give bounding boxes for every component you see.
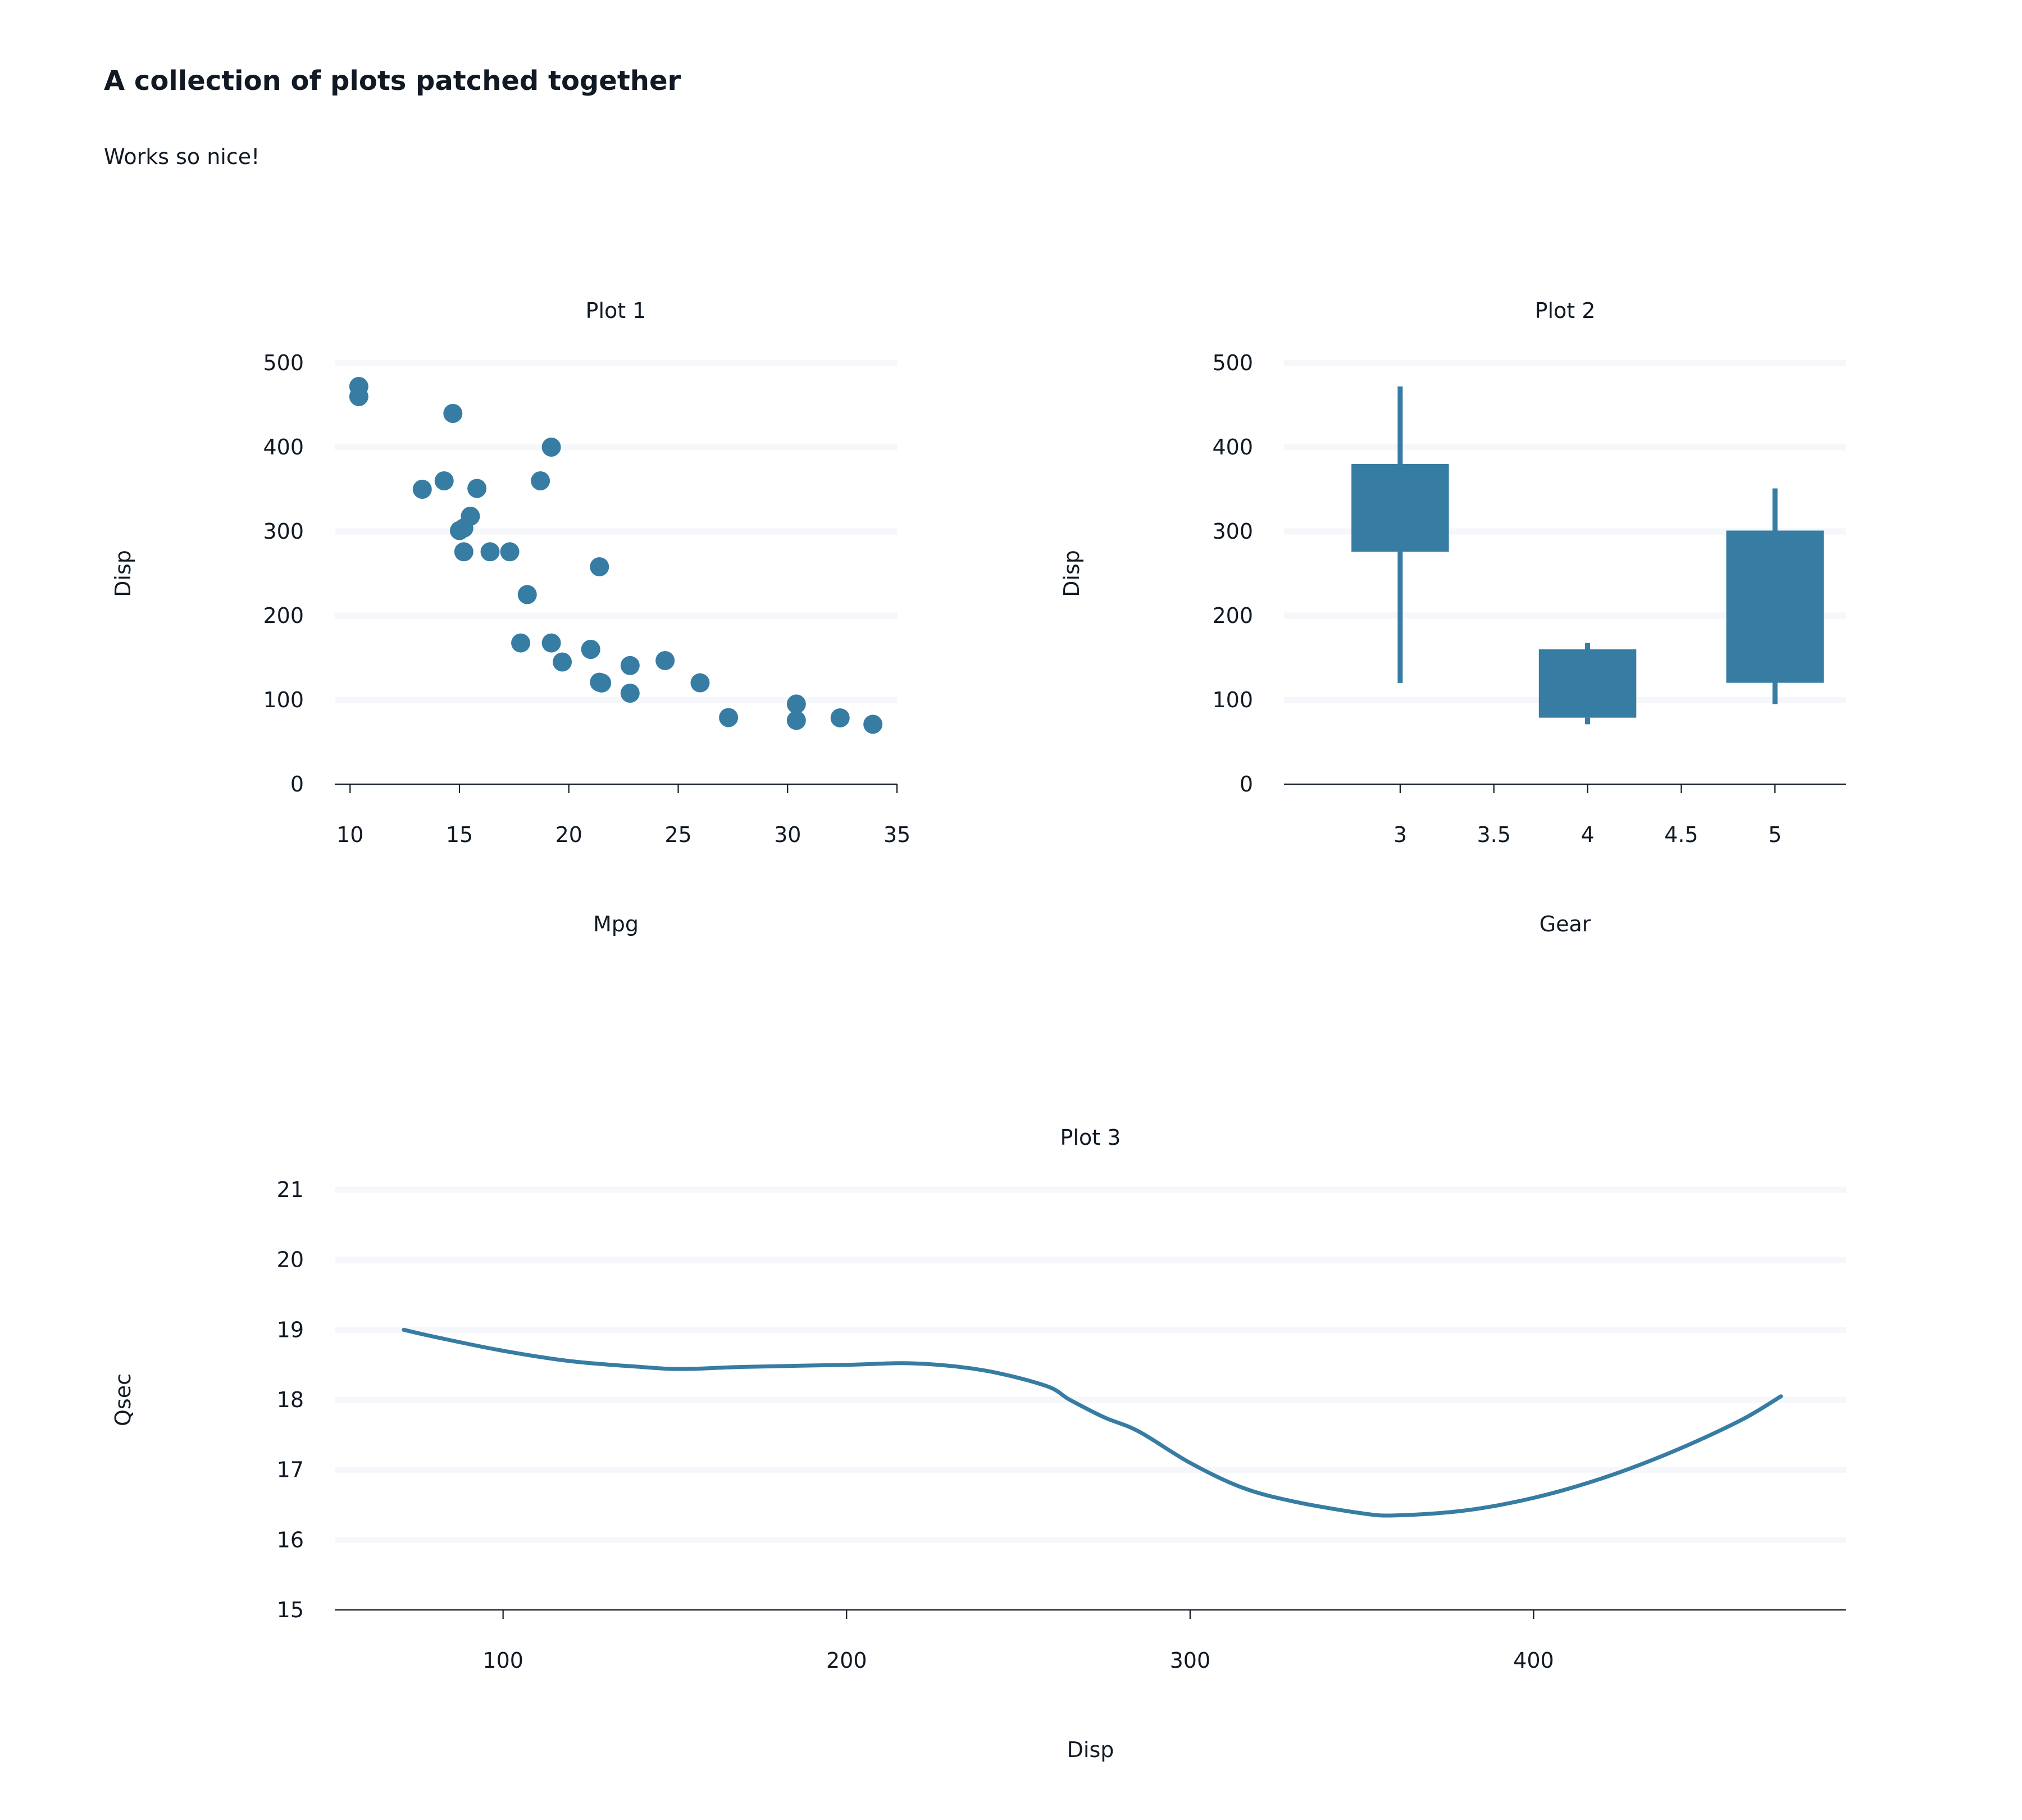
scatter-point <box>786 711 806 730</box>
scatter-point <box>786 694 806 714</box>
plot-title: Plot 3 <box>1060 1125 1121 1150</box>
scatter-point <box>511 633 531 653</box>
x-tick-label: 35 <box>884 822 910 847</box>
x-axis-label: Gear <box>1540 912 1591 936</box>
x-tick-label: 100 <box>482 1648 523 1673</box>
x-tick-label: 3 <box>1393 822 1407 847</box>
scatter-point <box>450 521 470 540</box>
y-tick-label: 0 <box>290 772 304 797</box>
scatter-point <box>620 684 640 703</box>
scatter-point <box>443 404 463 423</box>
scatter-point <box>620 656 640 675</box>
y-tick-label: 500 <box>263 351 304 375</box>
y-tick-label: 18 <box>277 1387 304 1412</box>
y-tick-label: 20 <box>277 1248 304 1272</box>
y-tick-label: 200 <box>263 603 304 628</box>
x-tick-label: 3.5 <box>1477 822 1510 847</box>
x-tick-label: 4 <box>1581 822 1594 847</box>
figure-subtitle: Works so nice! <box>104 144 259 169</box>
scatter-point <box>581 640 600 659</box>
x-tick-label: 30 <box>774 822 801 847</box>
y-axis-label: Disp <box>111 550 135 597</box>
scatter-point <box>349 387 368 406</box>
y-tick-label: 300 <box>263 519 304 544</box>
series-line <box>402 1327 1783 1518</box>
scatter-point <box>541 633 561 653</box>
x-axis-label: Disp <box>1067 1737 1114 1762</box>
scatter-point <box>531 471 550 490</box>
y-tick-label: 500 <box>1212 351 1253 375</box>
y-axis-label: Qsec <box>111 1373 135 1426</box>
scatter-point <box>553 652 572 672</box>
scatter-point <box>719 708 739 727</box>
x-axis-label: Mpg <box>593 912 639 936</box>
plot-3-panel: 15 16 17 18 19 20 21 100 200 300 400 Plot 3 Disp Qsec <box>111 1125 1846 1762</box>
box-body <box>1351 464 1449 552</box>
x-tick-label: 300 <box>1170 1648 1211 1673</box>
scatter-point <box>690 673 710 693</box>
scatter-point <box>480 542 500 562</box>
x-tick-label: 400 <box>1513 1648 1554 1673</box>
y-tick-label: 21 <box>277 1177 304 1202</box>
box-body <box>1538 649 1637 718</box>
x-tick-label: 25 <box>664 822 691 847</box>
scatter-point <box>467 479 487 498</box>
y-tick-label: 400 <box>263 435 304 459</box>
x-tick-label: 4.5 <box>1664 822 1698 847</box>
y-tick-label: 100 <box>263 688 304 712</box>
y-tick-label: 19 <box>277 1317 304 1342</box>
scatter-point <box>863 715 883 734</box>
plot-2-panel: 0 100 200 300 400 500 3 3.5 4 4.5 5 Plot 2 Gear Disp <box>1059 298 1846 936</box>
y-tick-label: 16 <box>277 1527 304 1552</box>
y-tick-label: 200 <box>1212 603 1253 628</box>
figure-title: A collection of plots patched together <box>104 65 681 97</box>
scatter-point <box>590 557 609 576</box>
x-tick-label: 10 <box>336 822 363 847</box>
y-tick-label: 100 <box>1212 688 1253 712</box>
y-tick-label: 15 <box>277 1598 304 1622</box>
y-tick-label: 0 <box>1240 772 1253 797</box>
y-axis-label: Disp <box>1059 550 1084 597</box>
plot-title: Plot 1 <box>586 298 646 323</box>
scatter-point <box>412 480 432 499</box>
scatter-point <box>500 542 520 562</box>
x-tick-label: 15 <box>446 822 473 847</box>
scatter-point <box>517 585 537 604</box>
plot-title: Plot 2 <box>1535 298 1596 323</box>
x-tick-label: 200 <box>826 1648 867 1673</box>
scatter-point <box>590 672 609 692</box>
y-tick-label: 400 <box>1212 435 1253 459</box>
scatter-point <box>830 708 850 727</box>
x-tick-label: 5 <box>1768 822 1782 847</box>
box-body <box>1726 530 1824 683</box>
scatter-point <box>655 650 675 670</box>
scatter-point <box>454 542 473 562</box>
x-tick-label: 20 <box>555 822 582 847</box>
scatter-point <box>434 471 454 490</box>
y-tick-label: 17 <box>277 1458 304 1482</box>
plot-1-panel: 0 100 200 300 400 500 10 15 20 25 30 35 Plot 1 Mpg Dis… <box>111 298 910 936</box>
scatter-point <box>541 438 561 457</box>
y-tick-label: 300 <box>1212 519 1253 544</box>
